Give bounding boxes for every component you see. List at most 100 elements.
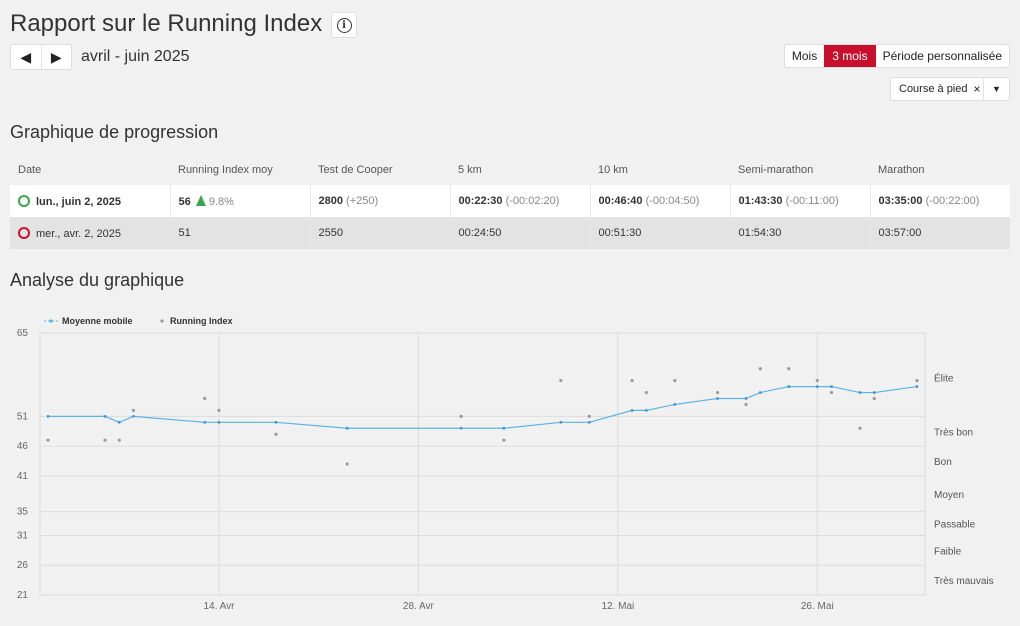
range-custom-button[interactable]: Période personnalisée <box>882 49 1002 63</box>
range-3months-button[interactable]: 3 mois <box>824 45 876 67</box>
period-nav: ◀ ▶ <box>10 44 72 70</box>
moving-average-point <box>716 397 719 400</box>
moving-average-point <box>915 385 919 388</box>
y-tick-label: 51 <box>17 411 29 422</box>
moving-average-point <box>459 427 463 430</box>
y-tick-label: 31 <box>17 530 29 541</box>
running-index-point <box>744 402 748 407</box>
row-cooper: 2550 <box>309 217 450 249</box>
running-index-point <box>858 426 862 430</box>
running-index-point <box>459 414 463 418</box>
moving-average-point <box>645 409 648 412</box>
series-ring-icon <box>18 194 30 207</box>
row-marathon-delta: (-00:22:00) <box>925 195 980 207</box>
row-cooper: 2800 <box>318 195 343 207</box>
row-marathon: 03:57:00 <box>869 217 1010 249</box>
row-date: mer., avr. 2, 2025 <box>36 227 121 240</box>
moving-average-point <box>873 391 876 394</box>
y-tick-label: 26 <box>17 560 29 571</box>
header-date: Date <box>18 163 42 176</box>
info-button[interactable]: i <box>331 12 357 38</box>
plot-frame <box>39 332 926 596</box>
running-index-point <box>103 438 107 442</box>
running-index-point <box>117 438 121 442</box>
legend-label-running-index: Running Index <box>170 316 233 326</box>
row-half: 01:43:30 <box>738 195 783 207</box>
running-index-point <box>559 379 563 383</box>
running-index-point <box>829 390 834 395</box>
next-period-button[interactable]: ▶ <box>40 45 72 69</box>
running-index-point <box>502 438 506 442</box>
progress-section-title: Graphique de progression <box>10 122 219 142</box>
chevron-down-icon[interactable]: ▼ <box>983 78 1009 100</box>
running-index-point <box>46 438 50 442</box>
running-index-point <box>345 462 349 466</box>
moving-average-point <box>132 415 135 418</box>
legend-marker-running-index <box>160 319 164 323</box>
header-half: Semi-marathon <box>738 163 814 176</box>
running-index-point <box>915 379 919 383</box>
header-cooper: Test de Cooper <box>318 163 393 176</box>
row-ri: 51 <box>169 217 310 249</box>
running-index-point <box>815 379 819 383</box>
sport-filter-label: Course à pied <box>899 83 968 95</box>
row-marathon: 03:35:00 <box>878 195 923 207</box>
running-index-chart: 21 26 31 35 41 46 51 65 14. Avr 28. Avr 12. Mai 26.… <box>17 316 994 612</box>
moving-average-point <box>46 415 50 418</box>
clear-filter-icon[interactable]: × <box>973 82 981 96</box>
x-tick-label: 14. Avr <box>203 601 235 612</box>
zone-label: Passable <box>934 520 976 531</box>
running-index-point <box>131 408 136 413</box>
row-date: lun., juin 2, 2025 <box>36 195 121 208</box>
page-title: Rapport sur le Running Index <box>10 10 323 37</box>
zone-label: Moyen <box>934 490 964 501</box>
row-half: 01:54:30 <box>729 217 870 249</box>
period-label: avril - juin 2025 <box>81 48 190 65</box>
moving-average-point <box>858 391 862 394</box>
header-ri: Running Index moy <box>178 163 273 176</box>
row-half-delta: (-00:11:00) <box>785 195 839 207</box>
analysis-section-title: Analyse du graphique <box>10 270 185 290</box>
row-ri: 56 <box>178 195 191 208</box>
running-index-point <box>203 396 207 401</box>
running-index-point <box>715 390 720 395</box>
series-ring-icon <box>18 226 30 239</box>
range-month-button[interactable]: Mois <box>791 49 818 63</box>
table-row[interactable]: mer., avr. 2, 2025 51 2550 00:24:50 00:5… <box>10 217 1010 249</box>
row-ri-delta: 9.8% <box>208 195 234 208</box>
header-marathon: Marathon <box>878 163 925 176</box>
moving-average-point <box>345 427 349 430</box>
x-tick-label: 28. Avr <box>403 601 435 612</box>
y-tick-label: 46 <box>17 441 29 452</box>
moving-average-point <box>787 385 790 388</box>
running-index-point <box>673 379 677 383</box>
x-tick-label: 12. Mai <box>601 601 634 612</box>
moving-average-point <box>816 385 819 388</box>
sport-filter[interactable]: Course à pied × ▼ <box>890 77 1010 101</box>
running-index-point <box>630 379 634 383</box>
header-5km: 5 km <box>458 163 482 176</box>
moving-average-point <box>103 415 107 418</box>
row-5km-delta: (-00:02:20) <box>505 195 560 207</box>
header-10km: 10 km <box>598 163 628 176</box>
table-row[interactable]: lun., juin 2, 2025 56 9.8% 2800 (+250) 0… <box>10 185 1010 217</box>
y-tick-label: 65 <box>17 328 29 339</box>
moving-average-point <box>118 421 121 424</box>
moving-average-point <box>673 403 677 406</box>
zone-label: Très mauvais <box>934 576 994 587</box>
moving-average-point <box>830 385 833 388</box>
y-tick-label: 35 <box>17 507 29 518</box>
running-index-point <box>872 396 876 401</box>
moving-average-point <box>559 421 563 424</box>
moving-average-point <box>744 397 748 400</box>
legend-label-moving-average: Moyenne mobile <box>62 316 133 326</box>
running-index-point <box>217 408 221 413</box>
prev-period-button[interactable]: ◀ <box>20 48 32 65</box>
running-index-point <box>758 367 762 371</box>
running-index-point <box>644 390 648 395</box>
row-10km: 00:51:30 <box>589 217 730 249</box>
moving-average-point <box>630 409 634 412</box>
moving-average-point <box>588 421 591 424</box>
row-10km: 00:46:40 <box>598 195 643 207</box>
moving-average-point <box>203 421 206 424</box>
